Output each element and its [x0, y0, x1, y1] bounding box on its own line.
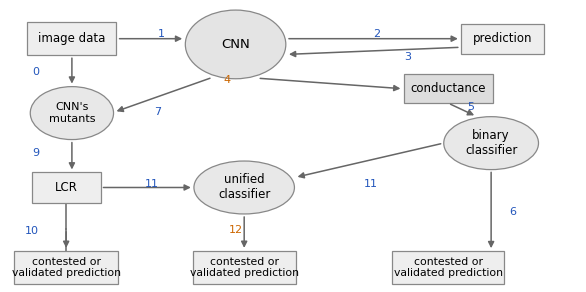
Text: 9: 9 [32, 148, 39, 158]
Text: contested or
validated prediction: contested or validated prediction [12, 257, 121, 278]
Text: 3: 3 [404, 52, 411, 62]
Text: 7: 7 [155, 107, 162, 117]
Text: CNN's
mutants: CNN's mutants [49, 102, 95, 124]
Text: 12: 12 [229, 225, 243, 235]
Text: CNN: CNN [221, 38, 250, 51]
Text: 11: 11 [363, 179, 377, 189]
FancyBboxPatch shape [461, 24, 544, 54]
FancyBboxPatch shape [192, 251, 296, 284]
Text: unified
classifier: unified classifier [218, 173, 270, 201]
Text: 11: 11 [145, 179, 159, 189]
FancyBboxPatch shape [15, 251, 118, 284]
Text: binary
classifier: binary classifier [465, 129, 517, 157]
Text: contested or
validated prediction: contested or validated prediction [190, 257, 299, 278]
Text: 10: 10 [25, 226, 39, 236]
Text: conductance: conductance [410, 82, 486, 95]
Ellipse shape [185, 10, 286, 79]
Text: 5: 5 [468, 102, 475, 112]
Ellipse shape [30, 87, 114, 140]
Text: contested or
validated prediction: contested or validated prediction [394, 257, 503, 278]
Text: LCR: LCR [54, 181, 77, 194]
FancyBboxPatch shape [32, 173, 101, 203]
Text: 4: 4 [223, 75, 230, 85]
FancyBboxPatch shape [392, 251, 504, 284]
FancyBboxPatch shape [28, 22, 117, 55]
Text: 0: 0 [32, 67, 39, 77]
Text: 6: 6 [509, 207, 516, 217]
Text: image data: image data [38, 32, 105, 45]
Text: 1: 1 [158, 29, 165, 39]
Ellipse shape [444, 117, 539, 170]
Text: 2: 2 [373, 29, 380, 39]
Text: prediction: prediction [473, 32, 532, 45]
FancyBboxPatch shape [404, 74, 493, 103]
Ellipse shape [194, 161, 294, 214]
